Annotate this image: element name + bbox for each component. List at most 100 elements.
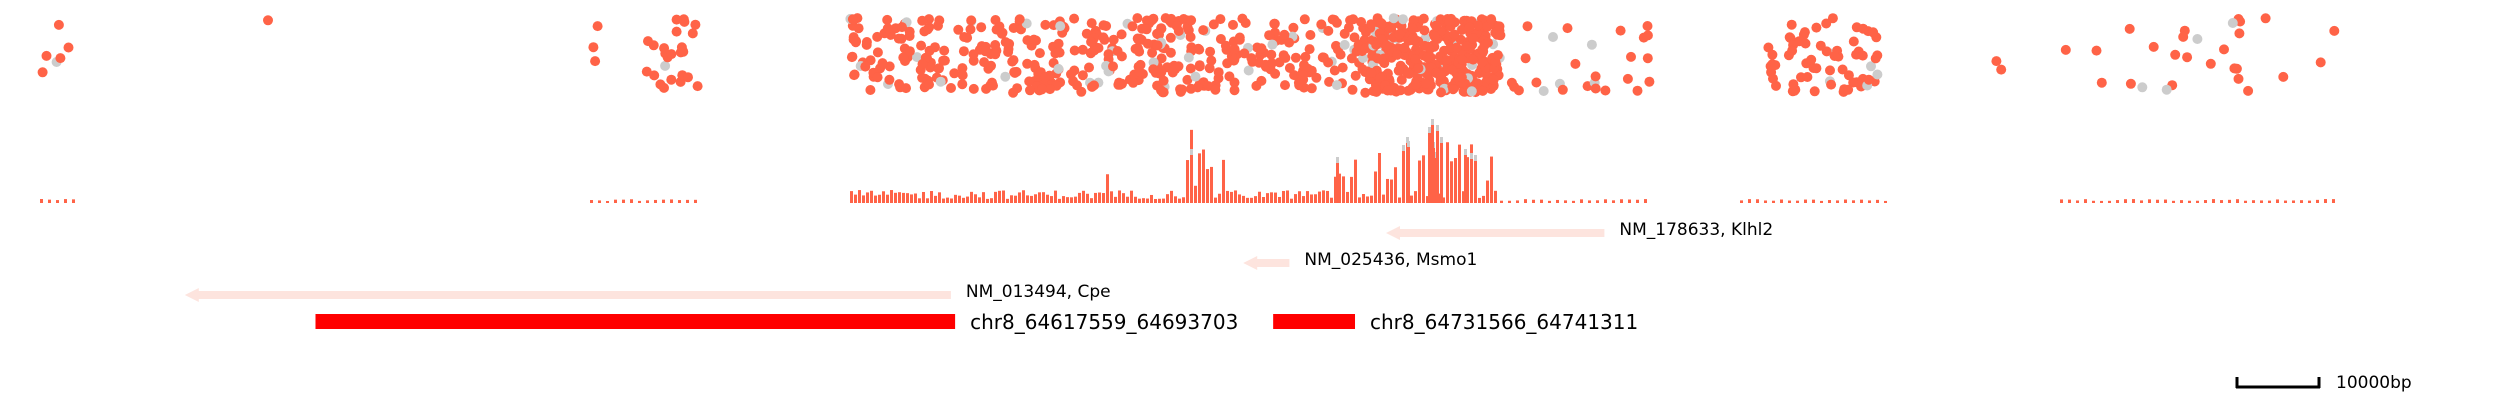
hit-insertion-point xyxy=(1194,60,1205,71)
hit-insertion-point xyxy=(1431,67,1441,78)
density-bar xyxy=(1254,196,1257,203)
density-bar xyxy=(1402,151,1405,203)
hit-insertion-point xyxy=(847,14,858,25)
density-bar xyxy=(1006,198,1009,203)
hit-insertion-point xyxy=(1422,52,1433,63)
hit-insertion-point xyxy=(2148,41,2159,52)
gene-label: NM_178633, Klhl2 xyxy=(1619,220,1773,240)
hit-insertion-point xyxy=(1215,14,1226,25)
density-bar xyxy=(1860,199,1863,203)
hit-insertion-point xyxy=(1483,37,1493,48)
hit-insertion-point xyxy=(1382,85,1393,96)
density-bar xyxy=(1812,199,1815,203)
density-bar xyxy=(1326,190,1329,203)
hit-insertion-point xyxy=(1799,27,1810,38)
density-bar xyxy=(2100,200,2103,203)
density-bar xyxy=(2140,200,2143,203)
density-bar xyxy=(1074,196,1077,203)
density-bar xyxy=(2212,199,2215,203)
density-bar xyxy=(598,200,601,203)
density-bar xyxy=(2276,199,2279,203)
hit-insertion-point xyxy=(1194,44,1205,55)
hit-insertion-point xyxy=(1029,59,1040,70)
region-label: chr8_64731566_64741311 xyxy=(1370,310,1638,334)
density-bar xyxy=(1134,196,1137,203)
hit-insertion-point xyxy=(1410,79,1421,90)
density-bar xyxy=(1258,191,1261,203)
density-bar xyxy=(1298,191,1301,203)
density-bar xyxy=(938,192,941,203)
hit-insertion-point xyxy=(2315,57,2326,68)
density-bar xyxy=(950,198,953,203)
density-bar xyxy=(1418,160,1421,203)
hit-insertion-point xyxy=(1264,30,1275,41)
density-bar xyxy=(662,199,665,203)
density-bar xyxy=(910,194,913,203)
hit-insertion-point xyxy=(655,79,666,90)
hit-insertion-point xyxy=(1492,50,1503,61)
density-bar xyxy=(1122,193,1125,203)
density-bar xyxy=(1070,197,1073,203)
density-bar xyxy=(1394,167,1397,203)
hit-insertion-point xyxy=(1436,87,1446,98)
density-bar xyxy=(1094,192,1097,203)
density-bar xyxy=(1198,153,1201,203)
hit-insertion-point xyxy=(895,82,906,93)
hit-insertion-point xyxy=(1811,22,1822,33)
density-bar xyxy=(1202,149,1205,203)
density-bar xyxy=(2060,199,2063,203)
hit-insertion-point xyxy=(1127,21,1138,32)
density-bar xyxy=(1250,197,1253,203)
density-bar xyxy=(1282,190,1285,203)
hit-insertion-point xyxy=(1870,53,1881,64)
gene-body xyxy=(194,291,951,299)
hit-insertion-point xyxy=(1825,65,1835,76)
hit-insertion-point xyxy=(1280,52,1291,63)
density-bar xyxy=(1636,199,1639,203)
density-bar xyxy=(1058,198,1061,203)
density-bar xyxy=(1302,196,1305,203)
density-bar xyxy=(1354,159,1357,203)
hit-insertion-point xyxy=(957,63,968,74)
hit-insertion-point xyxy=(979,57,990,68)
hit-insertion-point xyxy=(2178,31,2189,42)
density-bar xyxy=(1234,190,1237,203)
density-bar xyxy=(1474,161,1477,203)
hit-insertion-point xyxy=(1024,76,1035,87)
density-bar xyxy=(1434,158,1437,203)
hit-insertion-point xyxy=(925,62,936,73)
density-bar xyxy=(2292,200,2295,203)
density-bar xyxy=(1454,158,1457,203)
density-bar xyxy=(638,200,641,203)
hit-insertion-point xyxy=(1420,78,1431,89)
scalebar-label: 10000bp xyxy=(2336,373,2412,393)
hit-insertion-point xyxy=(1800,38,1811,49)
hit-insertion-point xyxy=(1350,70,1361,81)
hit-insertion-point xyxy=(2219,44,2229,55)
hit-insertion-point xyxy=(1590,83,1601,94)
hit-insertion-point xyxy=(1166,13,1177,24)
hit-insertion-point xyxy=(976,22,987,33)
hit-insertion-point xyxy=(1472,20,1483,31)
density-bar xyxy=(998,190,1001,203)
density-bar xyxy=(1490,156,1493,203)
hit-insertion-point xyxy=(1284,63,1295,73)
density-bar xyxy=(1138,198,1141,203)
hit-insertion-point xyxy=(1477,57,1487,68)
density-bar xyxy=(914,193,917,203)
density-bar xyxy=(2244,200,2247,203)
hit-insertion-point xyxy=(2060,44,2071,55)
density-bar xyxy=(1836,200,1839,203)
hit-insertion-point xyxy=(1089,45,1100,56)
hit-insertion-point xyxy=(1429,31,1440,42)
hit-insertion-point xyxy=(1008,55,1019,66)
density-bar xyxy=(1034,194,1037,203)
hit-insertion-point xyxy=(1457,54,1468,65)
density-bar xyxy=(962,197,965,203)
hit-insertion-point xyxy=(988,80,998,91)
hit-insertion-point xyxy=(679,16,690,27)
hit-insertion-point xyxy=(1392,49,1403,60)
density-bar xyxy=(1740,200,1743,203)
density-bar xyxy=(1556,199,1559,203)
density-bar xyxy=(1524,199,1527,203)
